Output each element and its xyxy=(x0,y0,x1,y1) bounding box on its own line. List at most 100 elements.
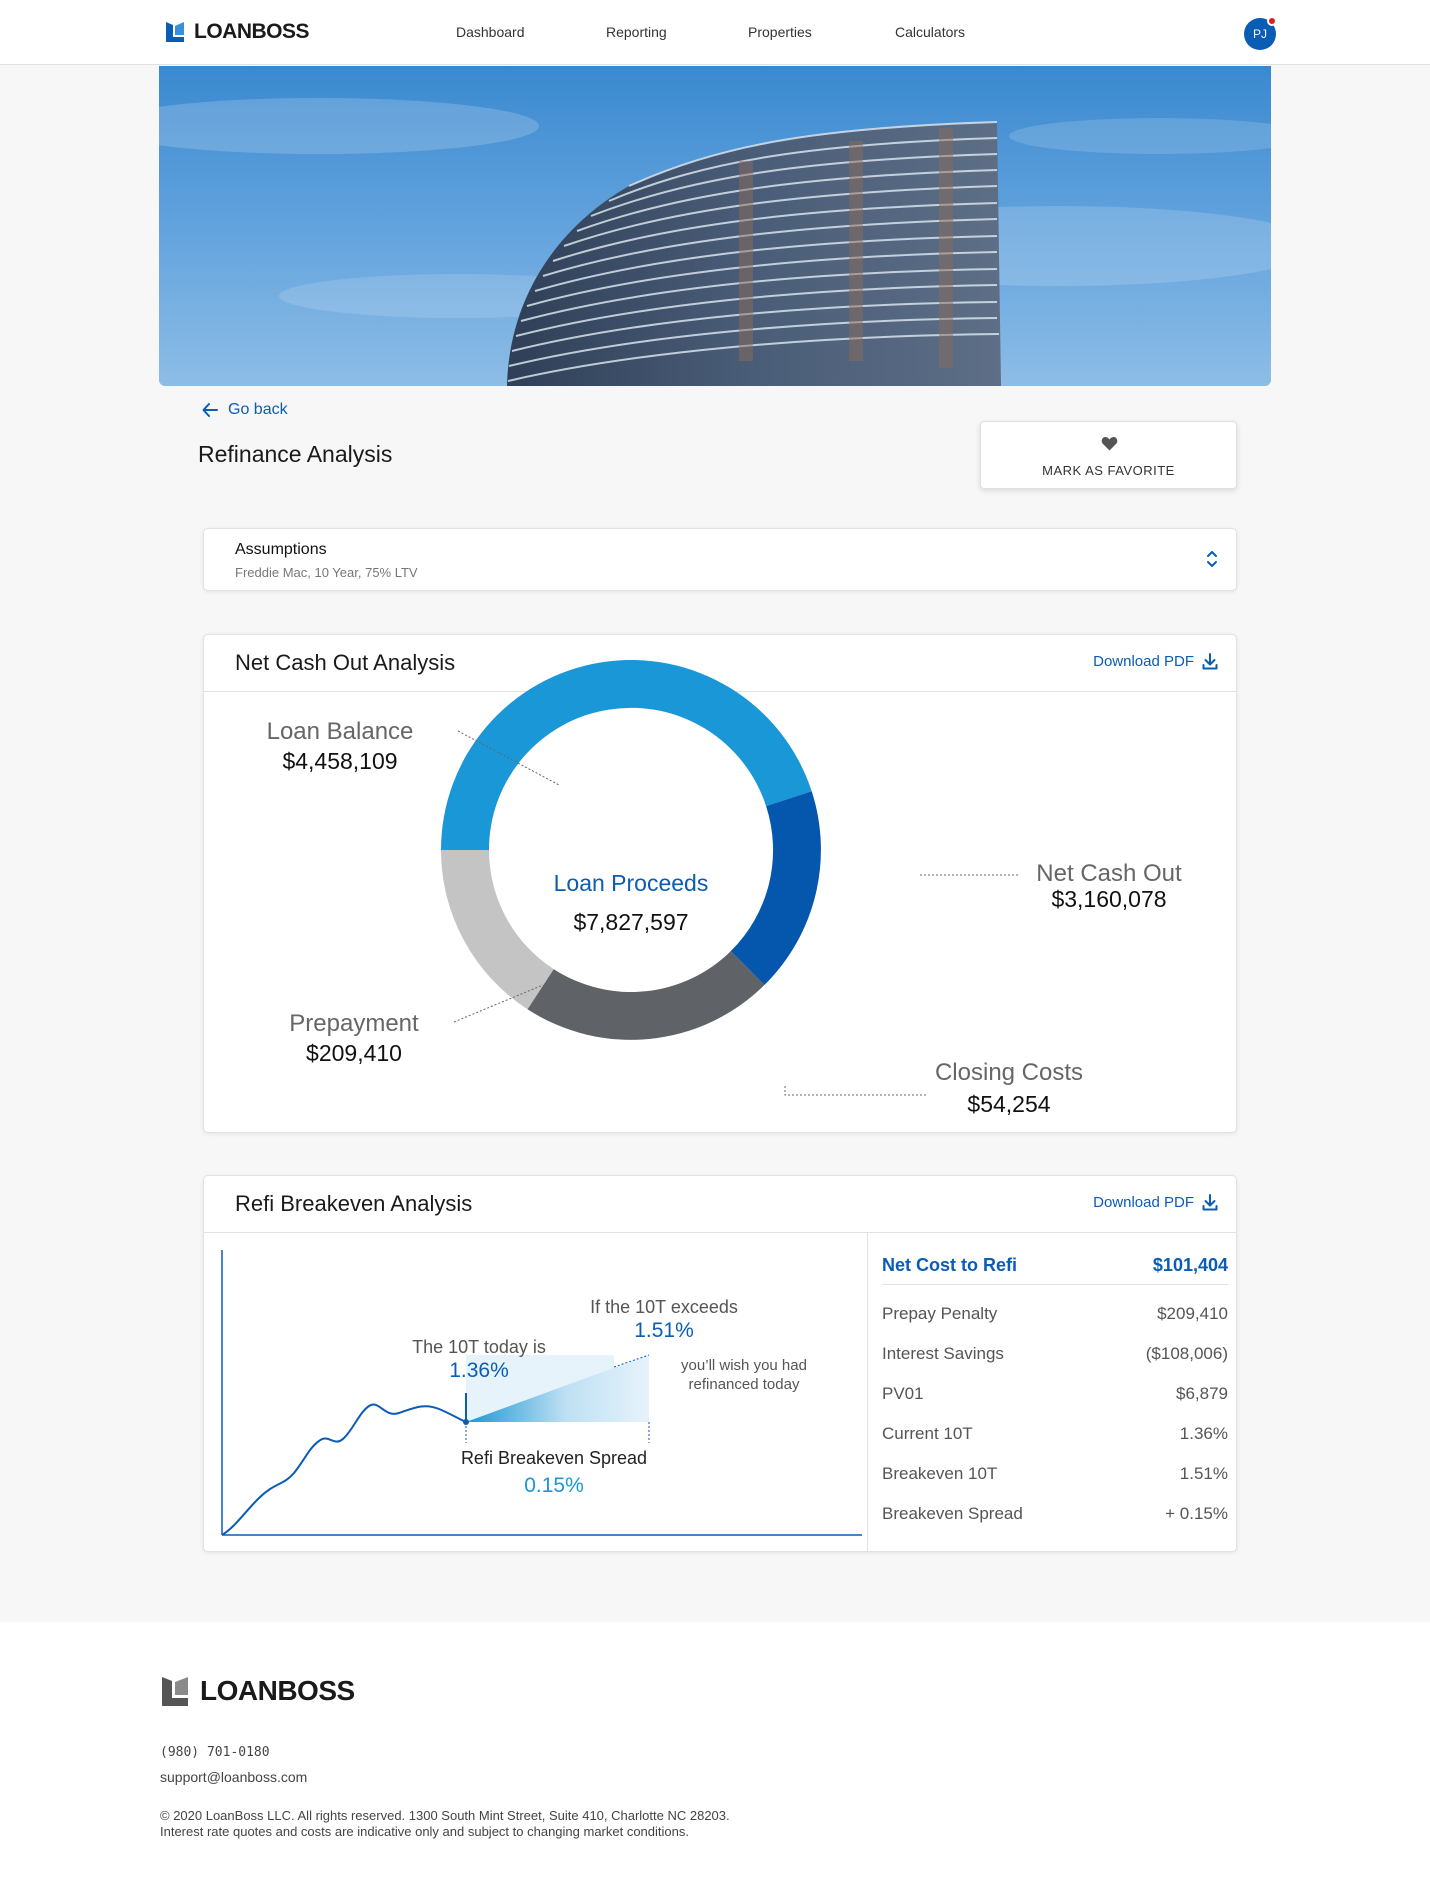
prepayment-label: Prepayment $209,410 xyxy=(279,1010,429,1067)
segment-loan-balance xyxy=(441,660,812,850)
net-cash-out-label: Net Cash Out $3,160,078 xyxy=(1024,860,1194,913)
download-icon xyxy=(1202,653,1218,670)
summary-row-label: Breakeven Spread xyxy=(882,1504,1023,1523)
summary-row-label: Prepay Penalty xyxy=(882,1304,998,1323)
card-header: Net Cash Out Analysis Download PDF xyxy=(204,635,1236,692)
go-back-link[interactable]: Go back xyxy=(202,401,288,419)
summary-row: Breakeven 10T 1.51% xyxy=(882,1464,1228,1488)
prepayment-name: Prepayment xyxy=(289,1010,419,1037)
summary-row-value: + 0.15% xyxy=(1165,1504,1228,1523)
loan-proceeds-label: Loan Proceeds xyxy=(553,870,709,896)
exceeds-value: 1.51% xyxy=(634,1319,694,1342)
net-cash-out-title: Net Cash Out Analysis xyxy=(235,650,456,675)
top-navbar: LOANBOSS Dashboard Reporting Properties … xyxy=(0,0,1430,65)
spread-annotation: Refi Breakeven Spread 0.15% xyxy=(434,1448,674,1498)
mark-as-favorite-button[interactable]: MARK AS FAVORITE xyxy=(980,421,1237,489)
download-icon xyxy=(1202,1194,1218,1211)
card-header: Refi Breakeven Analysis Download PDF xyxy=(204,1176,1236,1233)
summary-row-value: $6,879 xyxy=(1176,1384,1228,1403)
footer-logo[interactable]: LOANBOSS xyxy=(160,1674,355,1708)
treasury-yield-line xyxy=(221,1403,467,1536)
go-back-label: Go back xyxy=(228,401,288,418)
brand-name: LOANBOSS xyxy=(194,20,310,43)
page-title: Refinance Analysis xyxy=(198,441,393,467)
copyright-line-2: Interest rate quotes and costs are indic… xyxy=(160,1824,689,1839)
segment-prepayment xyxy=(441,850,554,1010)
closing-costs-name: Closing Costs xyxy=(934,1059,1084,1086)
brand-logo[interactable]: LOANBOSS xyxy=(164,20,310,44)
exceeds-annotation: If the 10T exceeds 1.51% xyxy=(564,1297,764,1343)
summary-row-value: 1.36% xyxy=(1179,1424,1228,1443)
summary-row: Interest Savings ($108,006) xyxy=(882,1344,1228,1368)
wish-line-2: refinanced today xyxy=(688,1376,800,1393)
net-cash-out-name: Net Cash Out xyxy=(1036,860,1182,887)
footer-phone[interactable]: (980) 701-0180 xyxy=(160,1745,270,1760)
wish-line-1: you’ll wish you had xyxy=(681,1357,807,1374)
summary-row: Current 10T 1.36% xyxy=(882,1424,1228,1448)
summary-row-value: ($108,006) xyxy=(1145,1344,1228,1363)
building-photo xyxy=(159,98,1271,386)
today-value: 1.36% xyxy=(449,1359,509,1382)
closing-costs-label: Closing Costs $54,254 xyxy=(929,1059,1089,1118)
segment-net-cash-out xyxy=(730,791,821,985)
favorite-label: MARK AS FAVORITE xyxy=(1042,463,1175,478)
center-label-block: Loan Proceeds $7,827,597 xyxy=(541,870,721,936)
download-pdf-label: Download PDF xyxy=(1093,653,1194,670)
summary-row-label: Current 10T xyxy=(882,1424,973,1443)
footer-brand-name: LOANBOSS xyxy=(200,1675,355,1706)
nav-calculators[interactable]: Calculators xyxy=(895,24,966,40)
assumptions-selector[interactable]: Assumptions Freddie Mac, 10 Year, 75% LT… xyxy=(203,528,1237,591)
arrow-left-icon xyxy=(202,403,218,417)
summary-row: PV01 $6,879 xyxy=(882,1384,1228,1408)
copyright-line-1: © 2020 LoanBoss LLC. All rights reserved… xyxy=(160,1808,730,1823)
today-annotation: The 10T today is 1.36% xyxy=(379,1337,579,1383)
footer-copyright: © 2020 LoanBoss LLC. All rights reserved… xyxy=(160,1808,730,1840)
summary-row-value: 1.51% xyxy=(1179,1464,1228,1483)
summary-row-label: Breakeven 10T xyxy=(882,1464,998,1483)
site-footer: LOANBOSS (980) 701-0180 support@loanboss… xyxy=(0,1622,1430,1878)
loanboss-logo-icon xyxy=(166,22,184,42)
assumptions-subtitle: Freddie Mac, 10 Year, 75% LTV xyxy=(235,565,418,580)
prepayment-value: $209,410 xyxy=(306,1040,402,1066)
exceeds-text: If the 10T exceeds xyxy=(590,1297,738,1317)
refi-summary-table: Net Cost to Refi $101,404 Prepay Penalty… xyxy=(867,1233,1236,1552)
loan-proceeds-value: $7,827,597 xyxy=(573,909,689,935)
net-cost-row: Net Cost to Refi $101,404 xyxy=(882,1255,1228,1285)
download-pdf-button[interactable]: Download PDF xyxy=(1093,1194,1218,1211)
donut-chart xyxy=(441,660,1019,1096)
loan-balance-value: $4,458,109 xyxy=(282,748,398,774)
assumptions-title: Assumptions xyxy=(235,541,327,558)
download-pdf-label: Download PDF xyxy=(1093,1194,1194,1211)
net-cost-value: $101,404 xyxy=(1152,1255,1228,1275)
property-hero-image xyxy=(159,66,1271,386)
heart-icon xyxy=(1101,436,1118,451)
footer-email[interactable]: support@loanboss.com xyxy=(160,1769,308,1785)
refi-breakeven-title: Refi Breakeven Analysis xyxy=(235,1191,473,1216)
net-cost-label: Net Cost to Refi xyxy=(882,1255,1017,1275)
summary-row-label: PV01 xyxy=(882,1384,924,1403)
loan-balance-label: Loan Balance $4,458,109 xyxy=(260,718,420,775)
nav-properties[interactable]: Properties xyxy=(748,24,812,40)
spread-value: 0.15% xyxy=(524,1474,584,1497)
today-text: The 10T today is xyxy=(412,1337,546,1357)
segment-closing-costs xyxy=(527,951,765,1040)
loan-balance-name: Loan Balance xyxy=(266,718,414,745)
summary-row-value: $209,410 xyxy=(1157,1304,1228,1323)
nav-reporting[interactable]: Reporting xyxy=(606,24,667,40)
nav-dashboard[interactable]: Dashboard xyxy=(456,24,525,40)
notification-dot xyxy=(1267,16,1277,26)
breakeven-wedge xyxy=(466,1355,649,1422)
summary-row-label: Interest Savings xyxy=(882,1344,1004,1363)
chevron-up-down-icon xyxy=(1207,551,1217,567)
loanboss-logo-icon xyxy=(162,1677,188,1706)
refi-breakeven-card: Refi Breakeven Analysis Download PDF The… xyxy=(203,1175,1237,1552)
closing-costs-value: $54,254 xyxy=(967,1091,1051,1117)
breakeven-chart xyxy=(221,1250,862,1536)
download-pdf-button[interactable]: Download PDF xyxy=(1093,653,1218,670)
net-cash-out-card: Net Cash Out Analysis Download PDF Loan … xyxy=(203,634,1237,1133)
summary-row: Breakeven Spread + 0.15% xyxy=(882,1504,1228,1528)
wish-note: you’ll wish you had refinanced today xyxy=(664,1356,824,1394)
spread-text: Refi Breakeven Spread xyxy=(460,1448,648,1468)
summary-row: Prepay Penalty $209,410 xyxy=(882,1304,1228,1328)
leader-lines xyxy=(453,730,1019,1096)
